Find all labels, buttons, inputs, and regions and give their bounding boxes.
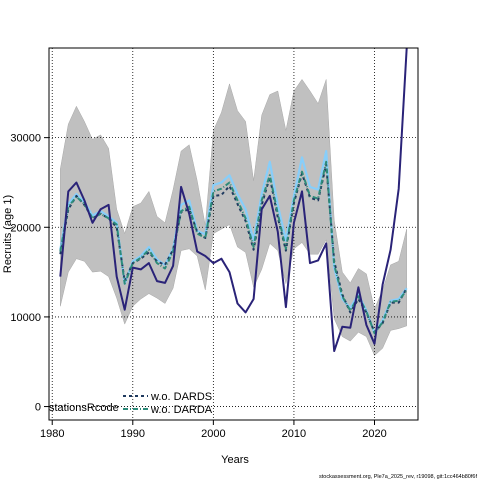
series-line-w-o-darda [59, 160, 408, 335]
y-axis-title: Recruits (age 1) [2, 195, 14, 273]
series-layer [59, 47, 408, 352]
series-line-w-o-dards [59, 163, 408, 334]
y-tick-label: 20000 [10, 222, 41, 234]
x-tick-label: 1990 [121, 428, 145, 440]
series-line-assessment [59, 47, 408, 352]
x-tick-label: 1980 [40, 428, 64, 440]
y-tick-label: 0 [35, 402, 41, 414]
plot-frame [48, 47, 419, 421]
legend: stationsRcode w.o. DARDS w.o. DARDA [49, 391, 213, 416]
source-footnote: stockassessment.org, Ple7a_2025_rev, r19… [319, 474, 477, 480]
confidence-band-layer [60, 78, 407, 356]
x-tick-label: 2010 [282, 428, 306, 440]
legend-label-w-o-darda: w.o. DARDA [150, 404, 213, 416]
y-tick-label: 30000 [10, 133, 41, 145]
y-tick-label: 10000 [10, 312, 41, 324]
x-axis-title: Years [221, 454, 249, 466]
x-tick-label: 2020 [362, 428, 386, 440]
confidence-band [60, 78, 407, 356]
legend-label-w-o-dards: w.o. DARDS [150, 391, 212, 403]
tick-layer: 1980 1990 2000 2010 2020 0 10000 20000 30000 [10, 133, 386, 440]
x-tick-label: 2000 [201, 428, 225, 440]
grid-layer [49, 48, 418, 420]
legend-title: stationsRcode [49, 402, 119, 414]
